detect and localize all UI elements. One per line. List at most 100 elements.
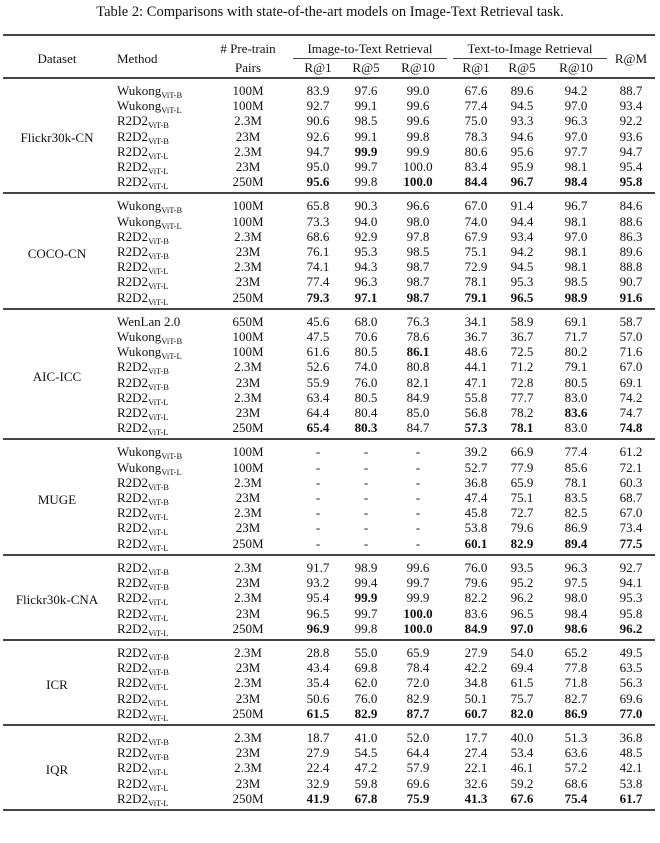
table-row: R2D2ViT-L 23M 50.6 76.0 82.9 50.1 75.7 82.7 69.6 xyxy=(3,690,655,707)
dataset-name: Flickr30k-CN xyxy=(20,130,94,146)
pretrain-pairs: 2.3M xyxy=(234,559,262,575)
cell-t2i-r1: 75.0 xyxy=(464,113,488,129)
header-method: Method xyxy=(117,50,158,66)
cell-rm: 88.6 xyxy=(619,213,643,229)
table-row: MUGE WukongViT-B 100M - - -39.2 66.9 77.4 61.2 xyxy=(3,439,655,506)
cell-i2t-r10: 96.6 xyxy=(406,198,430,214)
method-base: WenLan 2.0 xyxy=(117,313,181,329)
table-row: R2D2ViT-L 2.3M 35.4 62.0 72.0 34.8 61.5 71.8 56.… xyxy=(3,675,655,691)
cell-t2i-r5: 46.1 xyxy=(510,760,534,776)
cell-i2t-r5: 99.7 xyxy=(354,605,378,621)
cell-i2t-r1: 95.4 xyxy=(306,590,330,606)
method-variant: ViT-L xyxy=(148,627,169,638)
cell-t2i-r1: 84.9 xyxy=(464,620,488,636)
method-name: R2D2ViT-B xyxy=(111,660,203,676)
method-base: R2D2 xyxy=(117,289,149,305)
cell-i2t-r1: 52.6 xyxy=(306,359,330,375)
cell-t2i-r5: 40.0 xyxy=(510,729,534,745)
pretrain-pairs: 250M xyxy=(232,420,264,436)
cell-i2t-r10: 84.9 xyxy=(406,389,430,405)
cell-t2i-r5: 82.0 xyxy=(510,705,534,721)
method-name: R2D2ViT-L xyxy=(111,760,203,776)
cell-t2i-r10: 96.7 xyxy=(564,198,588,214)
table-row: R2D2ViT-B 23M 76.1 95.3 98.5 75.1 94.2 98.1 89.6 xyxy=(3,244,655,262)
method-variant: ViT-B xyxy=(148,497,169,508)
method-name: R2D2ViT-L xyxy=(111,274,203,290)
method-name: R2D2ViT-B xyxy=(111,640,203,661)
method-base: R2D2 xyxy=(117,505,149,521)
method-name: R2D2ViT-B xyxy=(111,475,203,491)
method-base: Wukong xyxy=(117,444,162,460)
cell-rm: 84.6 xyxy=(619,198,643,214)
cell-t2i-r10: 82.7 xyxy=(564,690,588,706)
cell-i2t-r1: 77.4 xyxy=(306,274,330,290)
cell-i2t-r10: 100.0 xyxy=(403,605,433,621)
cell-rm: 36.8 xyxy=(619,729,643,745)
cell-i2t-r5: 98.5 xyxy=(354,113,378,129)
cell-rm: 74.7 xyxy=(619,405,643,421)
cell-i2t-r10: - xyxy=(415,520,421,536)
method-variant: ViT-B xyxy=(148,366,169,377)
cell-rm: 72.1 xyxy=(619,459,643,475)
method-base: R2D2 xyxy=(117,559,149,575)
cell-t2i-r10: 75.4 xyxy=(564,790,588,806)
table-row: WukongViT-L 100M 61.6 80.5 86.1 48.6 72.5 80.2 7… xyxy=(3,344,655,360)
table-row: WukongViT-L 100M - - - 52.7 77.9 85.6 72.1 xyxy=(3,459,655,476)
cell-i2t-r1: 65.8 xyxy=(306,198,330,214)
table-row: R2D2ViT-B 23M - - - 47.4 75.1 83.5 68.7 xyxy=(3,490,655,508)
cell-rm: 49.5 xyxy=(619,644,643,660)
cell-i2t-r10: 82.1 xyxy=(406,374,430,390)
cell-i2t-r10: 84.7 xyxy=(406,420,430,436)
method-base: R2D2 xyxy=(117,520,149,536)
method-base: R2D2 xyxy=(117,274,149,290)
method-name: R2D2ViT-L xyxy=(111,691,203,707)
table-row: WukongViT-B 100M 47.5 70.6 78.6 36.7 36.7 71.7 5… xyxy=(3,329,655,345)
cell-i2t-r1: 27.9 xyxy=(306,745,330,761)
method-variant: ViT-L xyxy=(148,296,169,307)
pretrain-pairs: 23M xyxy=(235,745,261,761)
table-row: R2D2ViT-B 2.3M 52.6 74.0 80.8 44.1 71.2 79.1 67.… xyxy=(3,359,655,377)
cell-i2t-r1: 43.4 xyxy=(306,660,330,676)
cell-t2i-r1: 84.4 xyxy=(464,174,488,190)
table-row: R2D2ViT-L 250M 61.5 82.9 87.7 60.7 82.0 86.9 77.… xyxy=(3,706,655,725)
cell-i2t-r1: 18.7 xyxy=(306,729,330,745)
method-base: R2D2 xyxy=(117,644,149,660)
cell-i2t-r5: 94.0 xyxy=(354,213,378,229)
method-base: R2D2 xyxy=(117,790,149,806)
cell-rm: 69.1 xyxy=(619,374,643,390)
cell-rm: 68.7 xyxy=(619,490,643,506)
method-name: R2D2ViT-L xyxy=(111,621,203,640)
cell-rm: 86.3 xyxy=(619,228,643,244)
cell-i2t-r10: - xyxy=(415,459,421,475)
table-row: R2D2ViT-L 2.3M 74.1 94.3 98.7 72.9 94.5 98.1 88.… xyxy=(3,259,655,275)
table-header: Dataset Method # Pre-train Image-to-Text… xyxy=(3,35,655,78)
cell-i2t-r1: - xyxy=(315,459,321,475)
pretrain-pairs: 100M xyxy=(232,98,264,114)
method-base: R2D2 xyxy=(117,143,149,159)
pretrain-pairs: 2.3M xyxy=(234,228,262,244)
table-row: R2D2ViT-B 2.3M 90.6 98.5 99.6 75.0 93.3 96.3 92.… xyxy=(3,113,655,129)
cell-t2i-r1: 47.1 xyxy=(464,374,488,390)
cell-i2t-r10: 100.0 xyxy=(403,174,433,190)
cell-i2t-r1: 96.9 xyxy=(306,620,330,636)
cell-i2t-r5: 82.9 xyxy=(354,705,378,721)
cell-i2t-r10: 80.8 xyxy=(406,359,430,375)
cell-t2i-r10: 98.5 xyxy=(564,274,588,290)
method-base: R2D2 xyxy=(117,420,149,436)
cell-t2i-r1: 79.6 xyxy=(464,575,488,591)
cell-t2i-r5: 36.7 xyxy=(510,329,534,345)
pretrain-pairs: 23M xyxy=(235,405,261,421)
table-row: Flickr30k-CNA R2D2ViT-B 2.3M 91.7 98.9 99.6 76… xyxy=(3,555,655,607)
cell-t2i-r5: 97.0 xyxy=(510,620,534,636)
method-name: WukongViT-B xyxy=(111,193,203,214)
cell-i2t-r10: 72.0 xyxy=(406,675,430,691)
method-base: Wukong xyxy=(117,98,162,114)
cell-t2i-r10: 97.5 xyxy=(564,575,588,591)
cell-i2t-r1: 35.4 xyxy=(306,675,330,691)
cell-i2t-r1: 96.5 xyxy=(306,605,330,621)
table-row: R2D2ViT-B 23M 55.9 76.0 82.1 47.1 72.8 80.5 69.1 xyxy=(3,374,655,391)
cell-t2i-r1: 78.3 xyxy=(464,128,488,144)
method-variant: ViT-B xyxy=(148,251,169,262)
cell-i2t-r1: 74.1 xyxy=(306,259,330,275)
cell-t2i-r5: 75.1 xyxy=(510,490,534,506)
